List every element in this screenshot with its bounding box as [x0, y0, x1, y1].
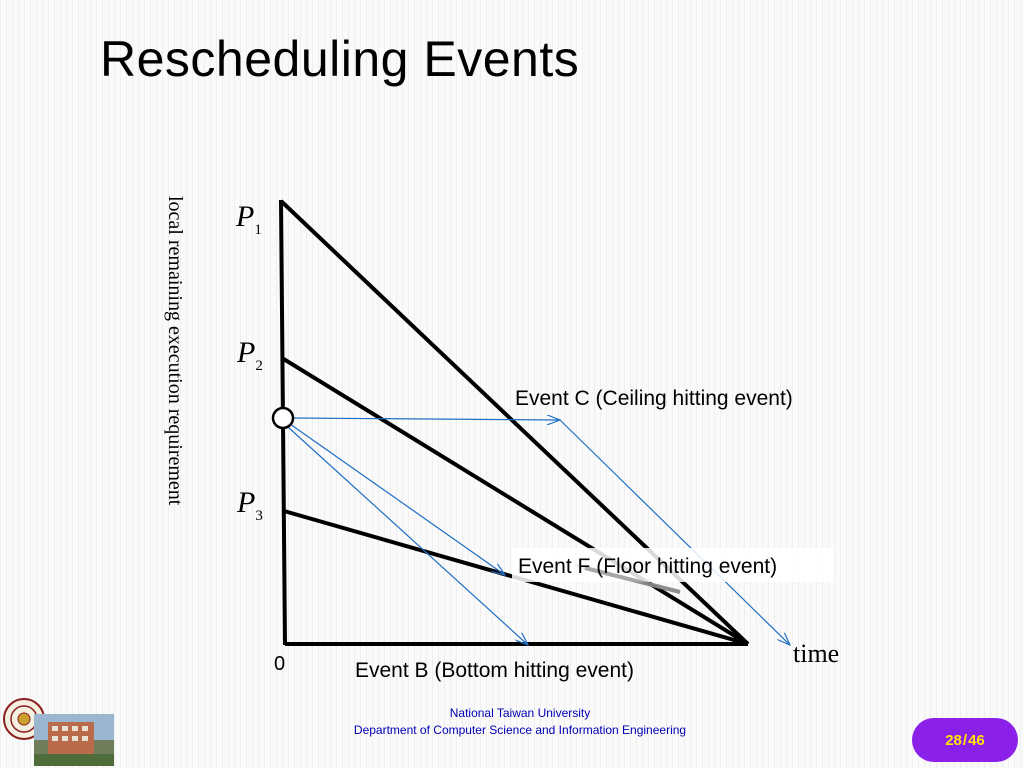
origin-label: 0: [274, 653, 285, 675]
priority-label-p3: P3: [236, 486, 263, 524]
event-f-label: Event F (Floor hitting event): [518, 555, 777, 578]
priority-label-p1: P1: [235, 200, 262, 238]
ceiling-arrow-1: [292, 418, 560, 420]
footer-department: Department of Computer Science and Infor…: [353, 723, 687, 737]
footer-university: National Taiwan University: [449, 706, 591, 720]
event-b-label: Event B (Bottom hitting event): [355, 659, 634, 682]
start-point-marker: [271, 406, 295, 430]
page-separator: /: [962, 731, 968, 749]
floor-arrow: [289, 423, 505, 575]
page-number-badge: 28/46: [912, 718, 1018, 762]
page-current: 28: [945, 731, 962, 749]
x-axis-label: time: [793, 639, 839, 668]
ceiling-arrow-2: [559, 419, 790, 645]
floor-highlight-over: [584, 566, 681, 594]
priority-label-p2: P2: [236, 336, 263, 374]
event-f-label-background: [512, 548, 834, 582]
page-total: 46: [968, 731, 985, 749]
p2-line: [280, 356, 750, 646]
footer: National Taiwan University Department of…: [300, 705, 740, 739]
slide-title: Rescheduling Events: [100, 31, 580, 87]
event-c-label: Event C (Ceiling hitting event): [515, 387, 793, 410]
y-axis-label: local remaining execution requirement: [164, 196, 186, 506]
bottom-arrow: [287, 426, 528, 645]
campus-photo: [34, 714, 114, 766]
